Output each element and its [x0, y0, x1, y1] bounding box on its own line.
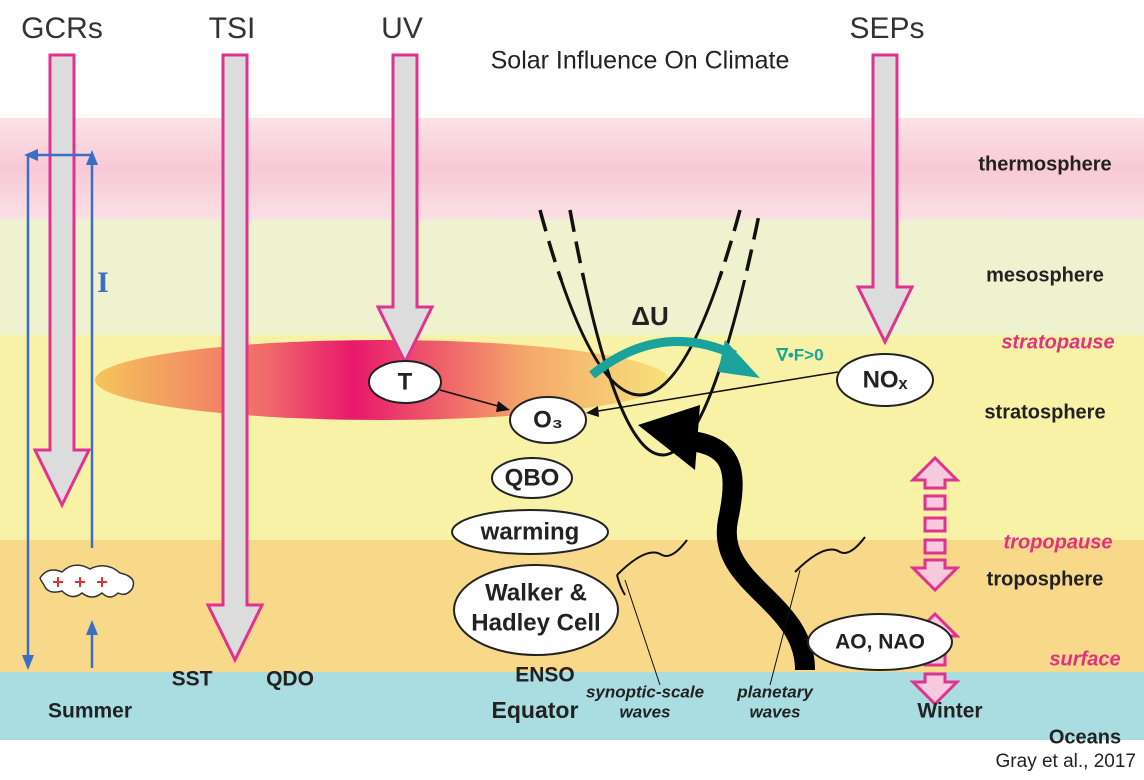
source-arrow: [375, 53, 435, 366]
arrow-head: [24, 149, 38, 161]
wave-label: waves: [749, 702, 800, 721]
node: NOₓ: [863, 366, 908, 393]
wave-flow: [616, 574, 626, 596]
node: T: [398, 368, 413, 395]
source-arrow: [205, 53, 265, 664]
arrow-head: [586, 406, 599, 417]
exchange-arrow: [909, 455, 961, 490]
label: Equator: [492, 697, 579, 723]
credit: Gray et al., 2017: [996, 751, 1136, 772]
current-loop: [26, 153, 94, 660]
node: Walker &: [485, 579, 587, 606]
source: SEPs: [849, 12, 924, 45]
label: Summer: [48, 700, 132, 723]
label: ∇•F>0: [775, 345, 823, 364]
layer: mesosphere: [986, 264, 1104, 286]
layer: stratosphere: [984, 401, 1105, 423]
layer: tropopause: [1004, 531, 1113, 553]
label: ΔU: [631, 301, 668, 331]
link: [439, 389, 506, 409]
arrow-head: [86, 620, 98, 635]
wind-profile: [582, 280, 747, 457]
arrow-head: [496, 401, 510, 412]
exchange-arrow: [909, 558, 961, 593]
flux-arrow: [589, 336, 737, 379]
source: TSI: [209, 12, 256, 45]
layer: Oceans: [1049, 726, 1121, 748]
exchange-box: [923, 538, 947, 555]
source: UV: [381, 12, 423, 45]
wave-flow: [794, 536, 866, 573]
label: QDO: [266, 668, 314, 691]
arrow-head: [86, 150, 98, 165]
source-arrow: [855, 53, 915, 346]
arrow-head: [638, 405, 700, 470]
arrow-head: [22, 655, 34, 670]
exchange-box: [923, 516, 947, 533]
decorations: [22, 53, 961, 707]
layer: thermosphere: [978, 153, 1111, 175]
source-arrow: [32, 53, 92, 509]
source: GCRs: [21, 12, 103, 45]
pointer: [624, 579, 661, 686]
cloud: [39, 564, 135, 598]
label: ENSO: [515, 664, 575, 687]
pointer: [769, 569, 801, 686]
layer: troposphere: [987, 568, 1104, 590]
layers-bg: [0, 118, 1144, 740]
label: Winter: [917, 700, 982, 723]
arrow-head: [718, 340, 760, 378]
node: AO, NAO: [835, 631, 925, 654]
node: O₃: [533, 406, 563, 433]
wind-profile: [559, 280, 721, 397]
wave-label: synoptic-scale: [586, 682, 704, 701]
node: QBO: [505, 464, 560, 491]
exchange-arrow: [909, 672, 961, 707]
layer: stratopause: [1001, 331, 1114, 353]
wave-arrow: [683, 430, 815, 671]
wave-label: planetary: [736, 682, 814, 701]
node: warming: [480, 518, 580, 545]
link: [591, 371, 839, 413]
exchange-box: [923, 494, 947, 511]
wave-label: waves: [619, 702, 670, 721]
label: SST: [172, 668, 213, 691]
title: Solar Influence On Climate: [491, 47, 790, 75]
wave-flow: [616, 539, 688, 576]
nodes: [368, 353, 953, 671]
node: Hadley Cell: [471, 609, 600, 636]
layer: surface: [1049, 648, 1120, 670]
label: I: [97, 266, 109, 299]
